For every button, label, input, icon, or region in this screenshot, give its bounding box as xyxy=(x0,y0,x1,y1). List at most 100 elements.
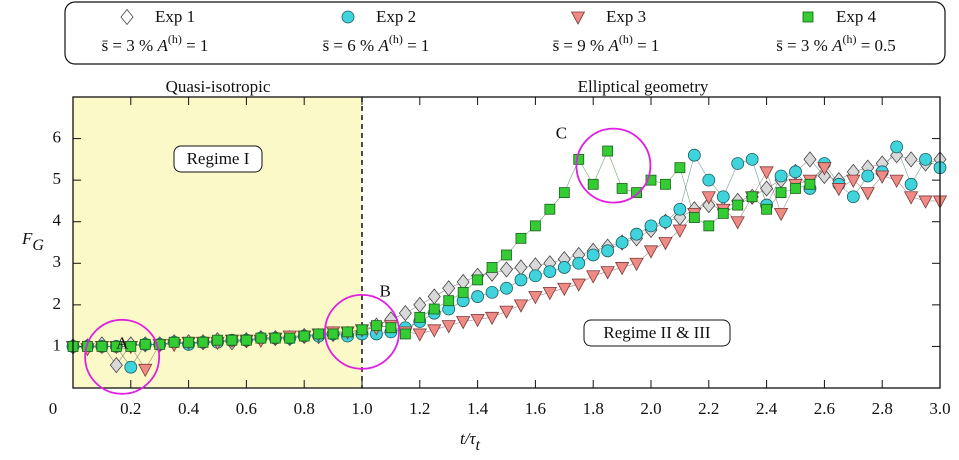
point xyxy=(110,341,122,352)
point xyxy=(572,256,586,270)
legend-param: A xyxy=(377,36,389,55)
point xyxy=(455,316,471,330)
legend-param: s̄ = 3 % xyxy=(102,36,158,55)
point xyxy=(600,266,615,280)
point xyxy=(124,360,138,374)
point xyxy=(615,236,629,249)
legend-label: Exp 1 xyxy=(155,7,195,26)
point xyxy=(773,207,789,222)
point xyxy=(212,334,223,346)
point xyxy=(804,178,816,190)
x-tick-label: 2.2 xyxy=(698,399,719,418)
point xyxy=(860,187,875,201)
point xyxy=(571,278,586,292)
point xyxy=(543,265,557,279)
annotation-label: C xyxy=(556,123,567,142)
point xyxy=(427,288,441,305)
point xyxy=(443,295,455,307)
point xyxy=(586,270,601,284)
point xyxy=(427,324,442,338)
point xyxy=(356,324,368,336)
legend-param: = 1 xyxy=(182,36,209,55)
point xyxy=(759,166,774,180)
point xyxy=(817,167,831,185)
point xyxy=(484,311,500,326)
y-axis-label-sub: G xyxy=(32,237,44,254)
annotation-label: A xyxy=(116,333,129,352)
point xyxy=(702,196,716,214)
point xyxy=(616,183,628,194)
point xyxy=(803,151,817,168)
x-tick-label: 0.4 xyxy=(178,399,200,418)
point xyxy=(904,177,918,191)
x-tick-label: 1.2 xyxy=(409,399,430,418)
highlight-circle xyxy=(324,293,400,370)
point xyxy=(672,224,688,238)
point xyxy=(659,215,672,229)
point xyxy=(499,261,514,278)
point xyxy=(544,203,556,215)
point xyxy=(918,195,933,209)
point xyxy=(890,140,904,154)
series-line xyxy=(73,150,810,347)
point xyxy=(732,199,744,211)
legend-marker xyxy=(802,11,814,23)
point xyxy=(702,173,716,187)
legend-label: Exp 4 xyxy=(836,7,877,26)
point xyxy=(760,180,774,197)
point xyxy=(139,338,151,350)
legend-param: (h) xyxy=(842,32,856,46)
point xyxy=(557,282,572,297)
legend-params: s̄ = 9 % A(h) = 1 xyxy=(553,32,660,55)
point xyxy=(472,274,484,286)
point xyxy=(457,286,469,298)
x-axis-label-main: t/τ xyxy=(460,429,476,448)
point xyxy=(414,311,426,323)
point xyxy=(731,157,745,170)
point xyxy=(904,151,918,168)
point xyxy=(385,322,397,334)
y-tick-label: 5 xyxy=(53,169,62,188)
point xyxy=(587,178,599,190)
point xyxy=(269,332,281,344)
legend-box xyxy=(64,1,946,65)
point xyxy=(614,262,630,276)
legend-param: A xyxy=(831,36,843,55)
x-tick-label: 2.6 xyxy=(814,399,835,418)
point xyxy=(138,363,153,378)
x-tick-label: 1.4 xyxy=(467,399,489,418)
point xyxy=(96,341,108,352)
point xyxy=(557,261,571,274)
point xyxy=(660,178,671,190)
point xyxy=(530,220,541,232)
point xyxy=(903,191,919,205)
annotation-label: B xyxy=(379,281,390,300)
point xyxy=(674,162,686,174)
regime-box xyxy=(173,145,263,173)
x-tick-label: 2.0 xyxy=(640,399,661,418)
point xyxy=(371,320,382,332)
x-tick-label: 3.0 xyxy=(929,399,950,418)
y-tick-label: 1 xyxy=(53,335,62,354)
point xyxy=(542,286,558,301)
y-tick-label: 3 xyxy=(53,252,62,271)
x-axis-label: t/τt xyxy=(460,429,481,454)
point xyxy=(154,338,166,350)
legend-param: = 0.5 xyxy=(856,36,895,55)
x-tick-label: 2.8 xyxy=(872,399,893,418)
point xyxy=(746,191,758,203)
point xyxy=(703,220,715,232)
legend-param: = 1 xyxy=(403,36,430,55)
legend-param: s̄ = 3 % xyxy=(776,36,832,55)
point xyxy=(109,356,123,374)
point xyxy=(631,187,642,199)
legend-label: Exp 3 xyxy=(606,7,646,26)
point xyxy=(515,232,527,244)
point xyxy=(688,212,700,223)
point xyxy=(831,183,847,197)
region-label: Quasi-isotropic xyxy=(166,77,271,96)
point xyxy=(889,174,904,188)
point xyxy=(284,332,296,344)
point xyxy=(716,190,730,204)
legend-params: s̄ = 3 % A(h) = 1 xyxy=(102,32,209,55)
